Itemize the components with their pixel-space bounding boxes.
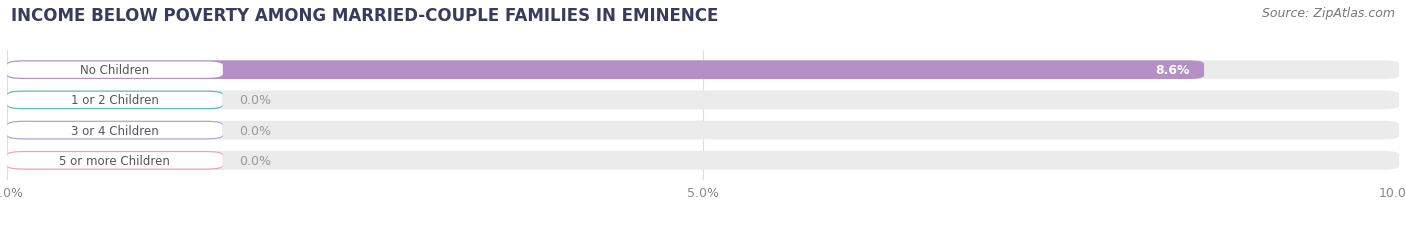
Text: 0.0%: 0.0% <box>239 124 271 137</box>
Text: No Children: No Children <box>80 64 149 77</box>
Text: 0.0%: 0.0% <box>239 94 271 107</box>
FancyBboxPatch shape <box>7 91 222 110</box>
Text: Source: ZipAtlas.com: Source: ZipAtlas.com <box>1261 7 1395 20</box>
Text: 3 or 4 Children: 3 or 4 Children <box>72 124 159 137</box>
Text: 5 or more Children: 5 or more Children <box>59 154 170 167</box>
Text: 0.0%: 0.0% <box>239 154 271 167</box>
FancyBboxPatch shape <box>7 61 1399 80</box>
FancyBboxPatch shape <box>7 61 1204 80</box>
FancyBboxPatch shape <box>7 121 1399 140</box>
FancyBboxPatch shape <box>7 92 222 109</box>
FancyBboxPatch shape <box>7 151 1399 170</box>
FancyBboxPatch shape <box>7 91 1399 110</box>
Text: 8.6%: 8.6% <box>1156 64 1191 77</box>
FancyBboxPatch shape <box>7 62 222 79</box>
FancyBboxPatch shape <box>7 121 222 140</box>
FancyBboxPatch shape <box>7 151 222 170</box>
FancyBboxPatch shape <box>7 122 222 139</box>
Text: INCOME BELOW POVERTY AMONG MARRIED-COUPLE FAMILIES IN EMINENCE: INCOME BELOW POVERTY AMONG MARRIED-COUPL… <box>11 7 718 25</box>
Text: 1 or 2 Children: 1 or 2 Children <box>70 94 159 107</box>
FancyBboxPatch shape <box>7 152 222 169</box>
